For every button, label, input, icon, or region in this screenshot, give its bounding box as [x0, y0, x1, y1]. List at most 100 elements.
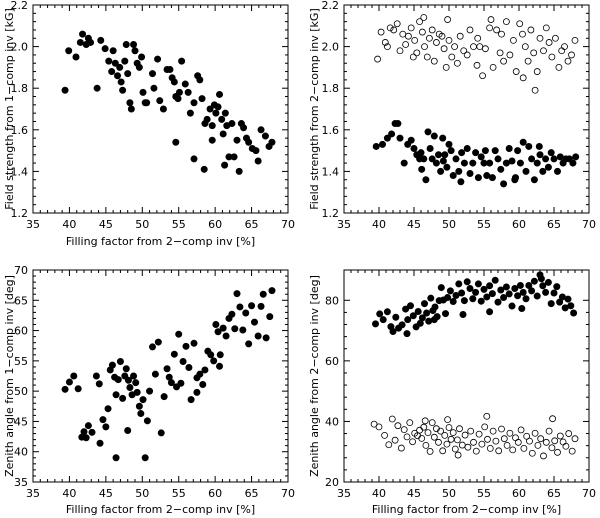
data-point-filled — [550, 155, 558, 163]
data-point-filled — [455, 167, 463, 175]
data-point-open — [425, 34, 433, 42]
data-point-filled — [93, 84, 101, 92]
data-point-filled — [95, 380, 103, 388]
data-point-filled — [143, 417, 151, 425]
data-point-filled — [420, 155, 428, 163]
x-tick-label: 40 — [62, 487, 76, 500]
data-point-filled — [404, 316, 412, 324]
data-point-filled — [184, 88, 192, 96]
data-point-filled — [79, 30, 87, 38]
data-point-open — [486, 24, 494, 32]
y-axis-label: Zenith angle from 2−comp inv [deg] — [308, 275, 321, 477]
y-tick-label: 60 — [14, 325, 28, 338]
data-point-filled — [511, 284, 519, 292]
data-point-filled — [199, 380, 207, 388]
data-point-filled — [117, 78, 125, 86]
data-point-filled — [239, 326, 247, 334]
data-point-filled — [116, 357, 124, 365]
y-tick-label: 45 — [14, 415, 28, 428]
data-point-open — [439, 447, 447, 455]
data-point-filled — [497, 165, 505, 173]
data-point-open — [554, 448, 561, 456]
data-point-filled — [190, 339, 198, 347]
data-point-filled — [182, 342, 190, 350]
data-point-filled — [505, 145, 513, 153]
data-point-filled — [245, 340, 253, 348]
data-point-filled — [119, 394, 127, 402]
x-tick-label: 35 — [337, 487, 351, 500]
data-point-open — [472, 447, 480, 455]
data-point-filled — [186, 109, 194, 117]
data-point-open — [418, 434, 426, 442]
x-tick-label: 50 — [442, 218, 456, 231]
data-point-open — [421, 417, 429, 425]
data-point-filled — [216, 362, 224, 370]
data-point-open — [516, 20, 524, 28]
data-point-open — [394, 422, 402, 430]
data-point-open — [424, 429, 432, 437]
data-point-filled — [245, 138, 253, 146]
data-point-filled — [372, 142, 380, 150]
panel-top-left: Field strength from 1−comp inv [kG] Fill… — [3, 0, 295, 248]
data-point-open — [411, 36, 419, 44]
data-point-open — [548, 53, 556, 61]
data-point-open — [461, 431, 469, 439]
data-point-filled — [163, 365, 171, 373]
data-point-open — [533, 68, 541, 75]
data-point-filled — [201, 120, 209, 128]
data-point-open — [568, 51, 575, 59]
data-point-filled — [488, 174, 496, 182]
data-point-filled — [516, 159, 524, 167]
data-point-filled — [212, 109, 220, 117]
data-point-open — [375, 423, 383, 431]
data-point-filled — [394, 120, 402, 128]
data-point-filled — [539, 167, 547, 175]
data-point-filled — [173, 383, 181, 391]
data-point-filled — [114, 72, 122, 80]
x-tick-label: 60 — [208, 218, 222, 231]
data-point-open — [454, 451, 462, 459]
panel-top-right: Field strength from 2−comp inv [kG] 35 40… — [308, 0, 596, 231]
data-point-filled — [530, 176, 538, 184]
data-point-filled — [221, 109, 229, 117]
y-tick-label: 80 — [325, 294, 339, 307]
data-point-open — [409, 53, 417, 61]
data-point-filled — [459, 311, 467, 319]
data-point-filled — [472, 149, 480, 157]
data-point-filled — [525, 281, 533, 289]
y-tick-label: 2.0 — [322, 41, 340, 54]
data-point-filled — [463, 145, 471, 153]
data-point-filled — [230, 153, 238, 161]
data-point-filled — [252, 147, 260, 155]
data-point-filled — [130, 41, 138, 49]
data-point-filled — [508, 157, 516, 165]
data-point-filled — [175, 330, 183, 338]
data-point-filled — [460, 297, 468, 305]
y-tick-label: 1.2 — [322, 207, 340, 220]
data-point-filled — [422, 176, 430, 184]
data-point-filled — [472, 288, 480, 296]
data-point-filled — [133, 388, 141, 396]
data-point-open — [530, 49, 538, 57]
data-point-filled — [430, 132, 438, 140]
data-point-filled — [70, 372, 78, 380]
x-tick-label: 55 — [477, 487, 491, 500]
data-point-filled — [449, 172, 457, 180]
data-point-open — [478, 440, 486, 448]
x-tick-label: 70 — [281, 218, 295, 231]
y-tick-label: 1.2 — [11, 207, 29, 220]
data-point-filled — [508, 302, 516, 310]
data-point-filled — [207, 351, 215, 359]
x-tick-label: 65 — [547, 218, 561, 231]
data-point-open — [466, 26, 474, 34]
x-tick-label: 60 — [512, 487, 526, 500]
data-point-filled — [491, 147, 499, 155]
data-point-filled — [87, 38, 95, 46]
data-point-filled — [216, 351, 224, 359]
data-point-filled — [257, 126, 265, 134]
data-point-filled — [539, 282, 547, 290]
data-point-filled — [216, 90, 224, 98]
x-tick-label: 65 — [245, 487, 259, 500]
data-point-filled — [491, 276, 499, 284]
